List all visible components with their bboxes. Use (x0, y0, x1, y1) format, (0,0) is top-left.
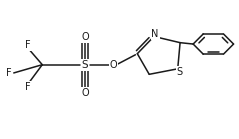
Text: F: F (6, 68, 12, 78)
Text: S: S (177, 67, 183, 77)
Text: N: N (152, 29, 159, 39)
Text: O: O (81, 32, 89, 42)
Text: F: F (25, 82, 31, 92)
Text: S: S (82, 60, 88, 70)
Text: O: O (110, 60, 117, 70)
Text: O: O (81, 88, 89, 98)
Text: F: F (25, 40, 31, 50)
